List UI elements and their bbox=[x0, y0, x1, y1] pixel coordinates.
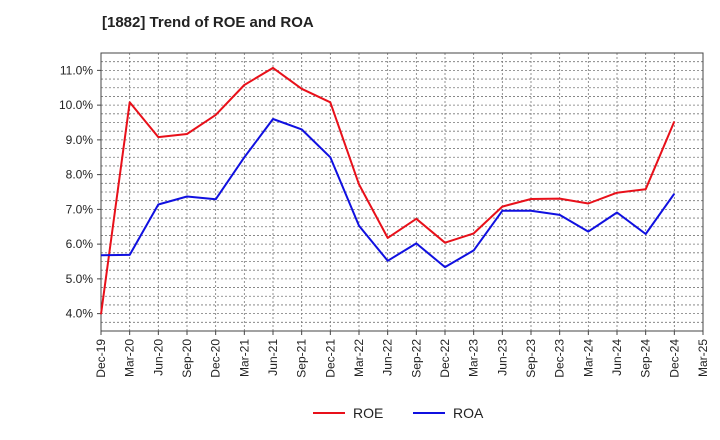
grid bbox=[101, 53, 703, 331]
series-line-roa bbox=[100, 118, 676, 269]
y-tick-label: 7.0% bbox=[66, 202, 94, 216]
x-tick-label: Dec-19 bbox=[94, 339, 108, 378]
y-tick-label: 5.0% bbox=[66, 272, 94, 286]
series-group bbox=[100, 66, 676, 315]
x-tick-label: Mar-24 bbox=[581, 339, 595, 377]
x-tick-label: Sep-20 bbox=[180, 339, 194, 378]
x-tick-label: Dec-24 bbox=[667, 339, 681, 378]
x-tick-label: Dec-21 bbox=[323, 339, 337, 378]
chart-title: [1882] Trend of ROE and ROA bbox=[102, 14, 314, 31]
x-tick-label: Sep-23 bbox=[524, 339, 538, 378]
y-tick-label: 4.0% bbox=[66, 307, 94, 321]
y-tick-label: 9.0% bbox=[66, 133, 94, 147]
legend-item-roe: ROE bbox=[313, 405, 383, 421]
x-tick-label: Jun-22 bbox=[381, 339, 395, 376]
x-axis: Dec-19 Mar-20 Jun-20 Sep-20 Dec-20 Mar-21 Jun-… bbox=[94, 331, 710, 378]
x-tick-label: Jun-21 bbox=[266, 339, 280, 376]
x-tick-label: Mar-23 bbox=[467, 339, 481, 377]
series-line-roe bbox=[100, 66, 676, 315]
x-tick-label: Dec-23 bbox=[553, 339, 567, 378]
legend-item-roa: ROA bbox=[413, 405, 484, 421]
y-tick-label: 10.0% bbox=[59, 98, 93, 112]
x-tick-label: Mar-21 bbox=[237, 339, 251, 377]
legend-label: ROE bbox=[353, 405, 383, 421]
legend-label: ROA bbox=[453, 405, 484, 421]
plot-area bbox=[100, 52, 704, 332]
x-tick-label: Mar-25 bbox=[696, 339, 710, 377]
x-tick-label: Jun-20 bbox=[151, 339, 165, 376]
x-tick-label: Sep-24 bbox=[639, 339, 653, 378]
x-tick-label: Jun-24 bbox=[610, 339, 624, 376]
y-tick-label: 8.0% bbox=[66, 168, 94, 182]
legend: ROE ROA bbox=[313, 405, 484, 421]
y-tick-label: 11.0% bbox=[60, 63, 93, 77]
x-tick-label: Mar-20 bbox=[123, 339, 137, 377]
x-tick-label: Dec-20 bbox=[209, 339, 223, 378]
y-axis: 4.0% 5.0% 6.0% 7.0% 8.0% 9.0% 10.0% 11.0% bbox=[59, 63, 101, 321]
x-tick-label: Dec-22 bbox=[438, 339, 452, 378]
y-tick-label: 6.0% bbox=[66, 237, 94, 251]
x-tick-label: Jun-23 bbox=[495, 339, 509, 376]
x-tick-label: Sep-22 bbox=[409, 339, 423, 378]
x-tick-label: Mar-22 bbox=[352, 339, 366, 377]
x-tick-label: Sep-21 bbox=[295, 339, 309, 378]
